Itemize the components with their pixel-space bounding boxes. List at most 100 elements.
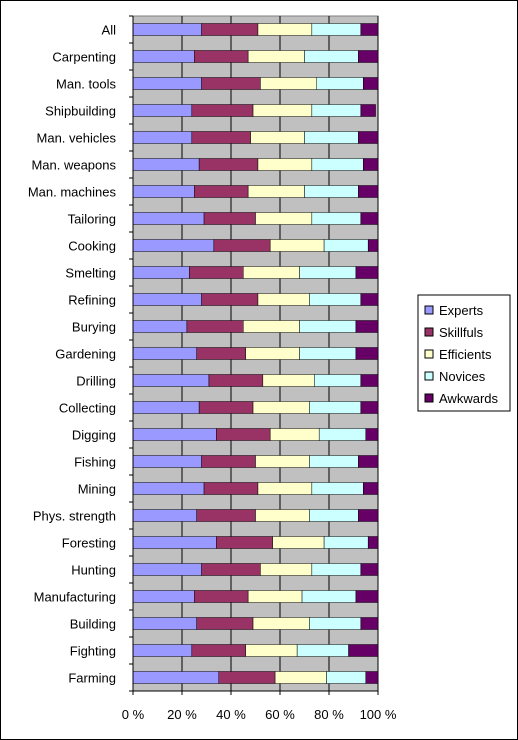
bar-skillfuls <box>196 617 254 630</box>
legend-label: Awkwards <box>439 391 499 406</box>
bar-efficients <box>245 644 298 657</box>
bar-awkwards <box>358 509 379 522</box>
bar-efficients <box>252 617 310 630</box>
bar-efficients <box>243 320 300 333</box>
x-tick-label: 100 % <box>360 707 397 722</box>
bar-efficients <box>257 293 310 306</box>
bar-experts <box>132 266 190 279</box>
bar-experts <box>132 401 200 414</box>
bar-novices <box>311 482 364 495</box>
bar-awkwards <box>363 158 379 171</box>
category-label: Drilling <box>76 374 116 389</box>
bar-efficients <box>262 374 315 387</box>
category-label: Fighting <box>70 644 116 659</box>
category-label: Man. machines <box>28 185 117 200</box>
bar-experts <box>132 428 217 441</box>
bar-efficients <box>247 590 303 603</box>
bar-efficients <box>274 671 327 684</box>
bar-awkwards <box>367 536 379 549</box>
bar-skillfuls <box>191 644 246 657</box>
bar-experts <box>132 563 202 576</box>
category-label: Manufacturing <box>34 590 116 605</box>
x-tick-label: 80 % <box>314 707 344 722</box>
legend-label: Novices <box>439 369 486 384</box>
bar-efficients <box>272 536 325 549</box>
bar-awkwards <box>360 617 379 630</box>
bar-skillfuls <box>196 347 246 360</box>
bar-awkwards <box>360 401 379 414</box>
bar-efficients <box>255 212 313 225</box>
category-label: Carpenting <box>52 50 116 65</box>
bar-skillfuls <box>186 320 244 333</box>
bar-experts <box>132 293 202 306</box>
bar-efficients <box>255 455 310 468</box>
category-label: Fishing <box>74 455 116 470</box>
bar-awkwards <box>367 239 379 252</box>
bar-awkwards <box>348 644 379 657</box>
bar-awkwards <box>358 455 379 468</box>
category-label: Mining <box>78 482 116 497</box>
bar-awkwards <box>363 77 379 90</box>
bar-skillfuls <box>194 50 249 63</box>
bar-skillfuls <box>189 266 244 279</box>
bar-experts <box>132 374 210 387</box>
bar-efficients <box>252 401 310 414</box>
bar-skillfuls <box>198 401 254 414</box>
bar-novices <box>311 158 364 171</box>
bar-novices <box>309 455 359 468</box>
category-label: Digging <box>72 428 116 443</box>
bar-skillfuls <box>194 590 249 603</box>
category-label: Smelting <box>65 266 116 281</box>
bar-awkwards <box>363 482 379 495</box>
bar-efficients <box>257 482 313 495</box>
bar-novices <box>314 374 362 387</box>
bar-skillfuls <box>208 374 264 387</box>
bar-experts <box>132 239 215 252</box>
bar-novices <box>299 347 357 360</box>
bar-efficients <box>260 77 317 90</box>
legend-swatch <box>424 371 434 381</box>
bar-skillfuls <box>201 293 259 306</box>
bar-awkwards <box>360 374 379 387</box>
bar-efficients <box>245 347 300 360</box>
legend-label: Experts <box>439 303 484 318</box>
bar-experts <box>132 158 200 171</box>
category-label: Gardening <box>55 347 116 362</box>
bar-awkwards <box>360 23 379 36</box>
bar-awkwards <box>355 590 379 603</box>
bar-experts <box>132 185 195 198</box>
bar-experts <box>132 50 195 63</box>
legend-label: Efficients <box>439 347 492 362</box>
bar-experts <box>132 509 197 522</box>
bar-awkwards <box>365 428 379 441</box>
x-tick-label: 60 % <box>265 707 295 722</box>
category-label: Tailoring <box>68 212 116 227</box>
category-label: Cooking <box>68 239 116 254</box>
bar-awkwards <box>360 563 379 576</box>
category-label: Collecting <box>59 401 116 416</box>
bar-experts <box>132 212 205 225</box>
bar-skillfuls <box>201 563 261 576</box>
bar-novices <box>304 185 359 198</box>
bar-skillfuls <box>196 509 256 522</box>
category-label: Farming <box>68 671 116 686</box>
bar-awkwards <box>360 104 376 117</box>
bar-novices <box>309 401 362 414</box>
bar-efficients <box>269 239 325 252</box>
bar-novices <box>323 536 369 549</box>
bar-novices <box>311 23 362 36</box>
category-label: Building <box>70 617 116 632</box>
bar-skillfuls <box>203 482 259 495</box>
bar-experts <box>132 131 193 144</box>
bar-awkwards <box>365 671 379 684</box>
bar-efficients <box>260 563 313 576</box>
category-label: All <box>102 23 117 38</box>
bar-experts <box>132 644 193 657</box>
category-label: Burying <box>72 320 116 335</box>
bar-efficients <box>257 158 313 171</box>
bar-novices <box>296 644 349 657</box>
category-label: Hunting <box>71 563 116 578</box>
bar-experts <box>132 23 202 36</box>
